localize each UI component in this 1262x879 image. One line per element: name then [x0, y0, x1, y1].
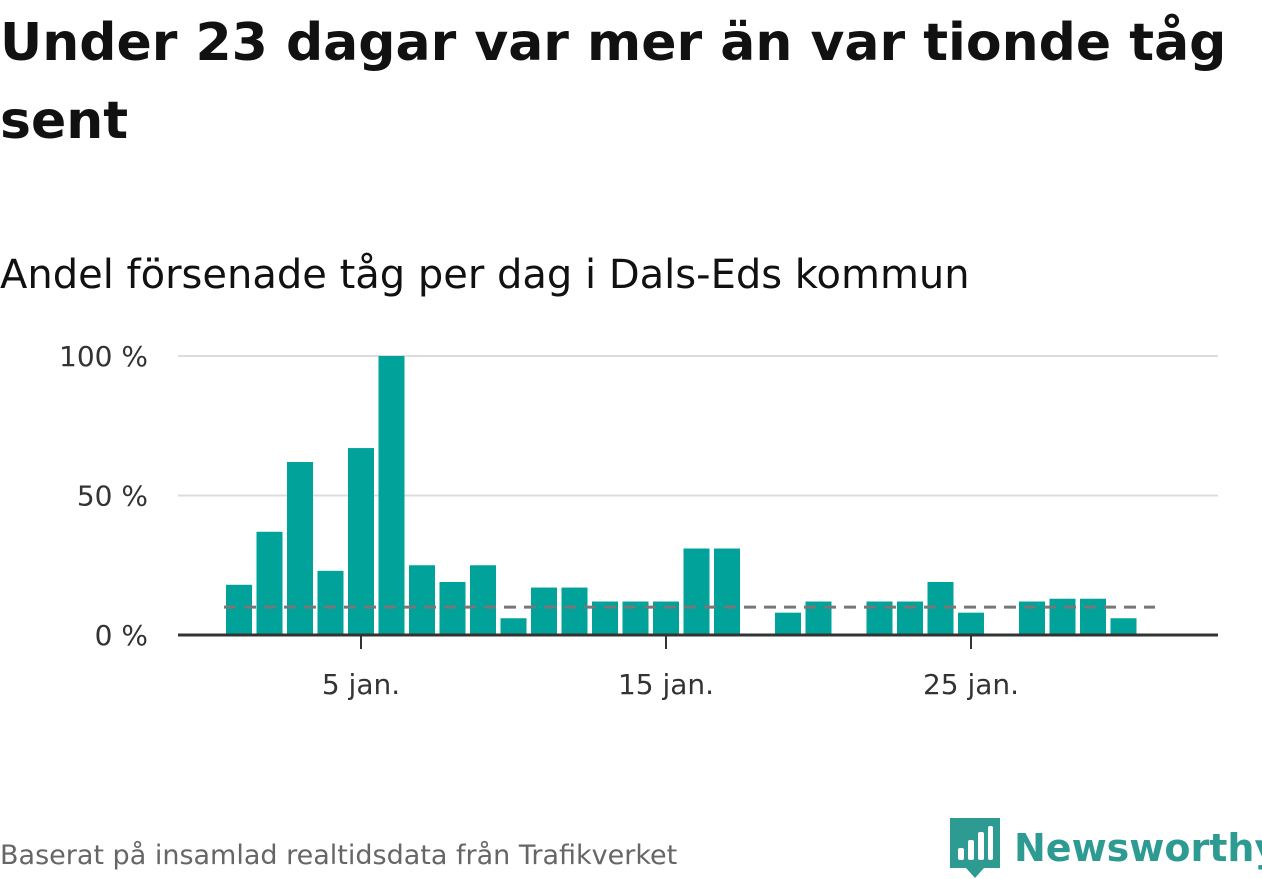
bar [714, 548, 740, 635]
y-tick-label: 50 % [77, 480, 148, 513]
bar [287, 462, 313, 635]
gridlines [178, 355, 1218, 497]
chart-subtitle: Andel försenade tåg per dag i Dals-Eds k… [0, 252, 970, 298]
axes: 0 % 50 % 100 % 5 jan. 15 jan. 25 jan. [59, 340, 1218, 701]
bar [1049, 598, 1076, 635]
y-tick-label: 100 % [59, 340, 148, 373]
newsworthy-logo-icon [950, 818, 1000, 878]
x-tick-label: 25 jan. [923, 668, 1019, 701]
bar [500, 618, 527, 635]
brand-logo: Newsworthy [950, 818, 1262, 878]
bar [226, 584, 252, 635]
chart-title: Under 23 dagar var mer än var tionde tåg… [0, 13, 1227, 151]
source-note: Baserat på insamlad realtidsdata från Tr… [0, 840, 678, 871]
bar [348, 448, 374, 635]
bar [1080, 598, 1106, 635]
x-tick-label: 5 jan. [322, 668, 400, 701]
bar [775, 612, 801, 635]
bar [470, 565, 496, 635]
x-tick-label: 15 jan. [618, 668, 714, 701]
bars [226, 356, 1137, 635]
bar [409, 565, 435, 635]
bar [958, 612, 984, 635]
brand-name: Newsworthy [1014, 826, 1262, 870]
bar [561, 587, 588, 635]
bar [1110, 618, 1137, 635]
bar [256, 531, 283, 635]
bar [317, 570, 344, 635]
y-tick-label: 0 % [95, 619, 148, 652]
bar [378, 356, 405, 635]
bar [683, 548, 710, 635]
bar [531, 587, 557, 635]
